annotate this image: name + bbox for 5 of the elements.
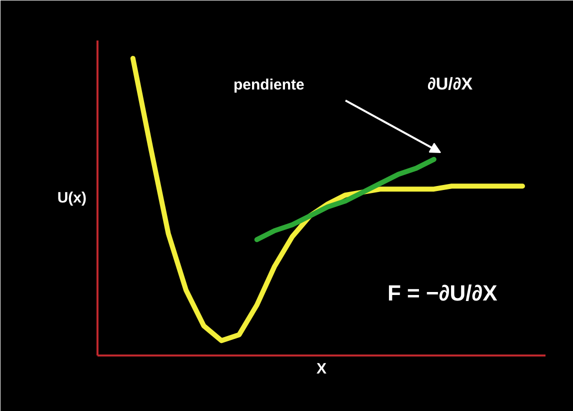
- x-axis-title: X: [316, 360, 327, 378]
- annotation: pendiente: [234, 76, 304, 94]
- annotation: F = −∂U/∂X: [388, 280, 498, 306]
- annotation: ∂U/∂X: [428, 74, 474, 94]
- y-axis-title: U(x): [57, 190, 87, 206]
